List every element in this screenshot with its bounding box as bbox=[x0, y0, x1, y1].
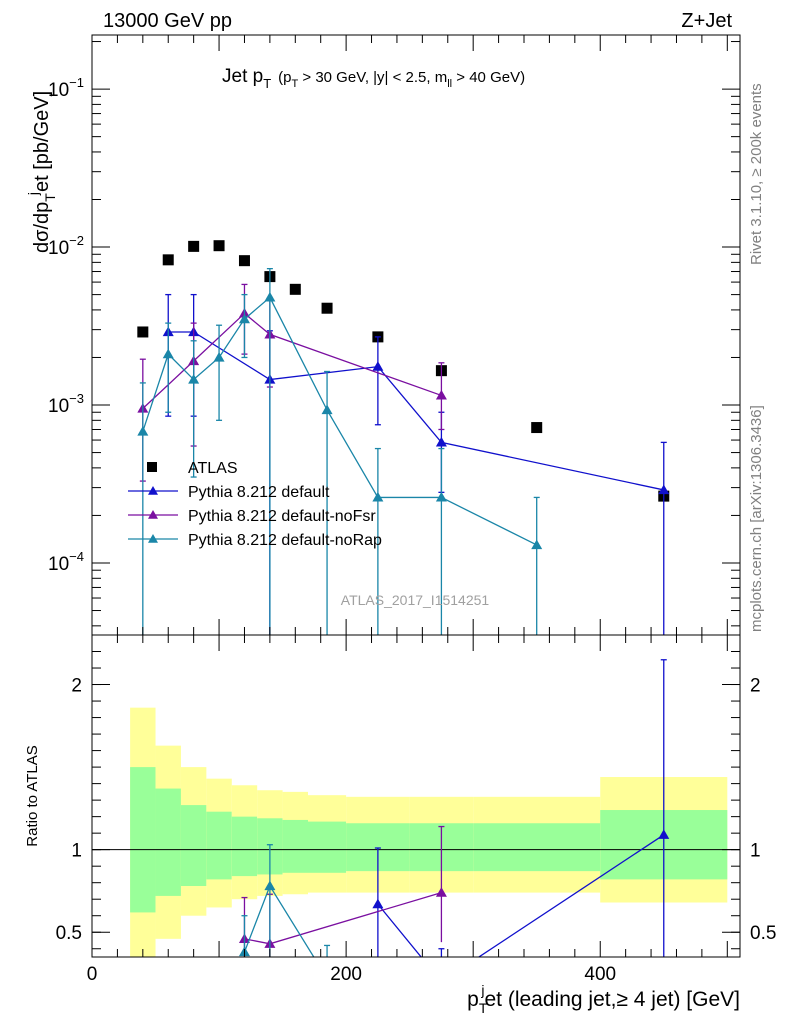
ratio-frame bbox=[91, 634, 741, 958]
ratio-series-group bbox=[238, 659, 670, 986]
atlas-data-point bbox=[137, 326, 149, 338]
main-panel: 10−4 10−3 10−2 10−1 Jet pT (pT > 30 GeV, |y|… bbox=[25, 34, 741, 636]
legend-label: Pythia 8.212 default-noRap bbox=[188, 532, 382, 549]
series-line bbox=[142, 296, 537, 546]
main-y-tick-label: 10−1 bbox=[48, 75, 84, 101]
ratio-point bbox=[372, 898, 384, 909]
legend-label: Pythia 8.212 default bbox=[188, 484, 330, 501]
main-series-group bbox=[137, 240, 670, 635]
data-point bbox=[238, 313, 250, 324]
ratio-point bbox=[658, 829, 670, 839]
ratio-panel: 0.5 0.5 1 1 2 2 0 200 400 Ratio to ATLAS pTjet (… bbox=[24, 634, 776, 1016]
ratio-y-tick-label: 2 bbox=[71, 676, 82, 697]
ratio-y-tick-label: 0.5 bbox=[56, 923, 82, 944]
ratio-line bbox=[244, 891, 442, 945]
atlas-data-point bbox=[213, 240, 225, 252]
uncertainty-band-inner bbox=[155, 788, 181, 896]
main-y-tick-label: 10−2 bbox=[48, 233, 84, 259]
atlas-data-point bbox=[321, 302, 333, 314]
ratio-bands bbox=[130, 707, 728, 957]
data-point bbox=[372, 361, 384, 371]
data-point bbox=[188, 374, 200, 384]
legend-label: Pythia 8.212 default-noFsr bbox=[188, 508, 376, 525]
atlas-data-point bbox=[162, 254, 174, 266]
atlas-data-point bbox=[289, 283, 301, 295]
ratio-axes: 0.5 0.5 1 1 2 2 0 200 400 bbox=[56, 635, 776, 985]
rivet-label: Rivet 3.1.10, ≥ 200k events bbox=[748, 83, 765, 265]
ratio-y-tick-label: 1 bbox=[71, 841, 82, 862]
data-point bbox=[213, 351, 225, 362]
uncertainty-band-inner bbox=[130, 767, 156, 913]
ratio-line bbox=[377, 834, 665, 957]
legend-marker bbox=[148, 486, 158, 495]
legend-entry: Pythia 8.212 default-noFsr bbox=[128, 508, 376, 525]
atlas-data-point bbox=[188, 240, 200, 252]
ratio-y-axis-label: Ratio to ATLAS bbox=[24, 745, 41, 846]
data-point bbox=[137, 425, 149, 436]
x-axis-label: pTjet (leading jet,≥ 4 jet) [GeV] bbox=[467, 982, 740, 1016]
legend: ATLAS Pythia 8.212 default Pythia 8.212 de… bbox=[128, 460, 382, 549]
main-y-tick-label: 10−4 bbox=[48, 549, 84, 575]
ratio-series-pythia-8-212-default bbox=[372, 659, 670, 986]
header-right-label: Z+Jet bbox=[681, 10, 732, 32]
data-point bbox=[435, 436, 447, 447]
x-tick-label: 400 bbox=[584, 964, 616, 985]
uncertainty-band-inner bbox=[231, 816, 258, 877]
x-tick-label: 0 bbox=[87, 964, 98, 985]
ratio-y-tick-label-right: 2 bbox=[750, 676, 761, 697]
series-pythia-8-212-default-nofsr bbox=[137, 283, 447, 482]
analysis-watermark: ATLAS_2017_I1514251 bbox=[341, 592, 490, 608]
uncertainty-band-inner bbox=[180, 805, 207, 886]
data-point bbox=[162, 348, 174, 359]
uncertainty-band-inner bbox=[473, 823, 601, 872]
series-pythia-8-212-default-norap bbox=[137, 267, 543, 635]
series-line bbox=[142, 312, 442, 410]
ratio-point bbox=[264, 880, 276, 891]
legend-marker bbox=[148, 510, 158, 519]
main-y-axis-label: dσ/dpTjet [pb/GeV] bbox=[25, 91, 58, 253]
ratio-y-tick-label-right: 1 bbox=[750, 841, 761, 862]
main-title: Jet pT (pT > 30 GeV, |y| < 2.5, mll > 40 … bbox=[222, 66, 525, 91]
ratio-line bbox=[243, 884, 315, 957]
legend-marker bbox=[147, 462, 157, 472]
uncertainty-band-inner bbox=[282, 819, 308, 873]
data-point bbox=[531, 539, 543, 550]
uncertainty-band-inner bbox=[206, 811, 232, 880]
data-point bbox=[435, 491, 447, 502]
mcplots-label: mcplots.cern.ch [arXiv:1306.3436] bbox=[748, 405, 765, 632]
data-point bbox=[658, 484, 670, 495]
legend-marker bbox=[148, 534, 158, 543]
x-tick-label: 200 bbox=[330, 964, 362, 985]
main-axes: 10−4 10−3 10−2 10−1 bbox=[48, 35, 740, 635]
uncertainty-band-inner bbox=[308, 821, 347, 873]
data-point bbox=[321, 404, 333, 415]
legend-entry: ATLAS bbox=[147, 460, 238, 477]
data-point bbox=[435, 389, 447, 400]
ratio-series-pythia-8-212-default-norap bbox=[238, 844, 331, 957]
atlas-data-point bbox=[531, 422, 543, 434]
atlas-data-point bbox=[238, 255, 250, 267]
legend-label: ATLAS bbox=[188, 460, 238, 477]
ratio-point bbox=[435, 887, 447, 897]
legend-entry: Pythia 8.212 default bbox=[128, 484, 330, 501]
data-point bbox=[372, 491, 384, 502]
data-point bbox=[264, 291, 276, 302]
ratio-y-tick-label-right: 0.5 bbox=[750, 923, 776, 944]
ratio-point bbox=[436, 976, 447, 986]
main-y-tick-label: 10−3 bbox=[48, 391, 84, 417]
legend-entry: Pythia 8.212 default-noRap bbox=[128, 532, 382, 549]
series-line bbox=[168, 331, 664, 491]
header-left-label: 13000 GeV pp bbox=[103, 10, 232, 32]
